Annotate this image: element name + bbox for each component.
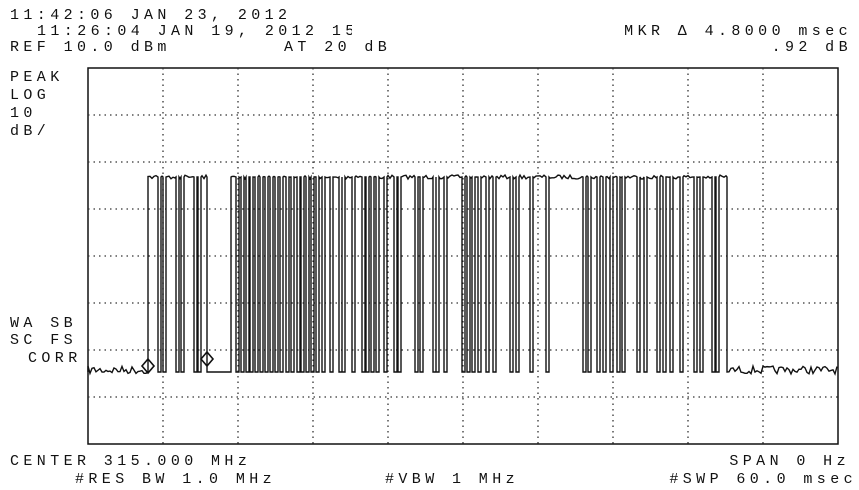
sweep: #SWP 60.0 msec <box>669 471 857 488</box>
date: 11:42:06 JAN 23, 2012 <box>10 7 291 24</box>
span: SPAN 0 Hz <box>729 453 850 470</box>
trace <box>87 173 838 376</box>
marker-level: .92 dB <box>772 39 852 56</box>
rbw: #RES BW 1.0 MHz <box>75 471 276 488</box>
status-label: WA SB <box>10 315 77 332</box>
graticule <box>87 67 839 445</box>
status-label: SC FS <box>10 332 77 349</box>
center-frequency: CENTER 315.000 MHz <box>10 453 251 470</box>
mode-label: 10 <box>10 105 37 122</box>
mode-label: LOG <box>10 87 50 104</box>
ref-level: REF 10.0 dBm <box>10 39 171 56</box>
status-label: CORR <box>28 350 82 367</box>
mode-label: PEAK <box>10 69 64 86</box>
attenuation: AT 20 dB <box>284 39 391 56</box>
vbw: #VBW 1 MHz <box>385 471 519 488</box>
marker: MKR Δ 4.8000 msec <box>624 23 852 40</box>
marker-diamonds <box>140 350 215 375</box>
trace-date: 11:26:04 JAN 19, 2012 15:28 <box>37 23 399 40</box>
mode-label: dB/ <box>10 123 50 140</box>
